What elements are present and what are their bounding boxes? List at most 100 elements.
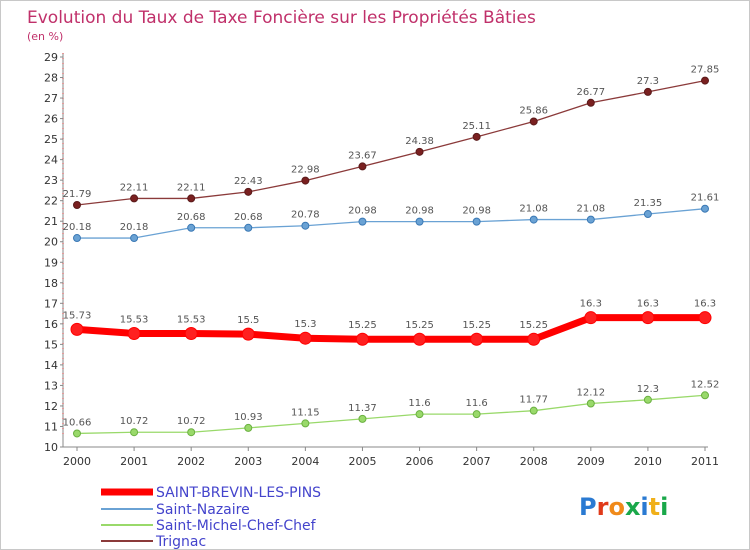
data-point [470,332,484,346]
data-point [415,410,424,419]
data-label: 20.98 [462,206,491,217]
data-label: 20.18 [120,222,149,233]
data-point [586,98,595,107]
data-point [701,76,709,85]
data-point [184,326,198,340]
data-label: 22.98 [291,165,320,176]
data-label: 11.77 [519,395,548,406]
y-tick-label: 18 [44,277,58,290]
logo-letter: i [640,493,648,521]
legend-label: Saint-Michel-Chef-Chef [156,518,317,534]
data-label: 21.61 [691,193,720,204]
x-tick-label: 2009 [577,455,605,468]
x-tick-label: 2003 [234,455,262,468]
x-tick-label: 2006 [406,455,434,468]
data-label: 20.98 [405,206,434,217]
data-point [244,423,253,432]
data-point [643,395,652,404]
logo-letter: x [625,493,641,521]
data-point [241,327,255,341]
logo-letter: i [660,493,668,521]
data-point [584,311,598,325]
data-point [701,391,709,400]
data-point [529,215,538,224]
data-point [529,406,538,415]
data-label: 27.3 [637,76,659,87]
data-point [187,194,196,203]
data-label: 10.72 [177,416,206,427]
y-tick-label: 10 [44,441,58,454]
logo-letter: o [608,493,625,521]
series-line-2 [76,394,706,435]
legend-label: SAINT-BREVIN-LES-PINS [156,485,321,501]
y-tick-label: 25 [44,133,58,146]
series-line-1 [77,208,706,239]
series-line-0 [76,314,705,343]
data-point [301,176,310,185]
data-label: 12.12 [576,387,605,398]
data-label: 25.11 [462,121,491,132]
data-point [415,147,424,156]
data-label: 22.43 [234,176,263,187]
y-tick-label: 12 [44,400,58,413]
data-point [127,326,141,340]
y-tick-label: 17 [44,297,58,310]
y-tick-label: 11 [44,420,58,433]
data-point [130,234,139,243]
data-label: 24.38 [405,136,434,147]
y-tick-label: 27 [44,92,58,105]
data-label: 15.73 [63,310,92,321]
data-label: 15.25 [348,320,377,331]
data-point [586,215,595,224]
data-label: 15.25 [462,320,491,331]
data-point [413,332,427,346]
y-tick-label: 13 [44,379,58,392]
data-point [472,132,481,141]
data-point [472,410,481,419]
y-tick-label: 16 [44,318,58,331]
x-tick-label: 2011 [691,455,719,468]
x-tick-label: 2005 [348,455,376,468]
data-point [358,162,367,171]
legend-label: Trignac [155,534,206,549]
data-label: 26.77 [576,87,605,98]
data-label: 27.85 [691,65,720,76]
data-point [244,223,253,232]
logo-letter: P [579,493,597,521]
logo-text: Proxiti [579,493,668,521]
data-point [244,187,253,196]
data-label: 16.3 [580,299,602,310]
data-label: 15.53 [177,314,206,325]
data-label: 10.72 [120,416,149,427]
y-tick-label: 23 [44,174,58,187]
data-label: 15.5 [237,315,259,326]
y-tick-label: 26 [44,113,58,126]
data-point [529,117,538,126]
data-point [73,234,81,243]
data-point [643,210,652,219]
legend: SAINT-BREVIN-LES-PINSSaint-NazaireSaint-… [101,485,321,549]
chart-title: Evolution du Taux de Taxe Foncière sur l… [27,8,536,28]
data-point [527,332,541,346]
data-point [73,429,81,438]
y-tick-label: 24 [44,154,58,167]
logo-letter: t [649,493,660,521]
data-point [698,311,712,325]
axes: 10 11 12 13 14 15 16 17 18 19 20 21 22 23 24 25 26 27 28 29… [44,51,719,468]
data-label: 10.93 [234,412,263,423]
data-point [358,414,367,423]
x-tick-label: 2010 [634,455,662,468]
data-point [586,399,595,408]
data-point [70,322,84,336]
y-tick-label: 29 [44,51,58,64]
data-point [301,419,310,428]
y-tick-label: 21 [44,215,58,228]
data-label: 12.52 [691,379,720,390]
legend-label: Saint-Nazaire [156,502,250,518]
data-point [301,221,310,230]
logo-letter: r [597,493,609,521]
y-tick-label: 15 [44,338,58,351]
data-label: 20.68 [234,212,263,223]
data-label: 15.53 [120,314,149,325]
